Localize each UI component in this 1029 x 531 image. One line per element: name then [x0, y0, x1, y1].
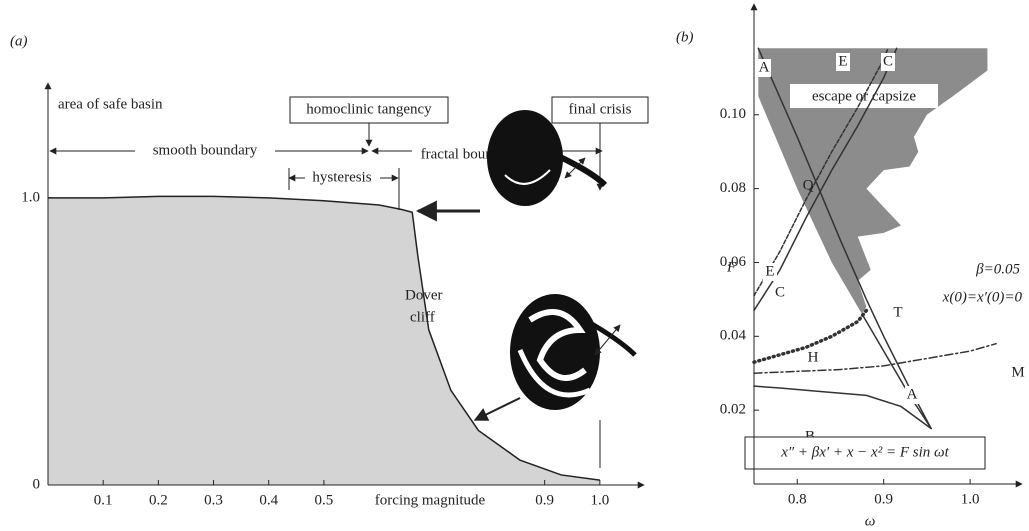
annotation: Dover	[405, 287, 443, 303]
y-tick-label: 1.0	[21, 189, 40, 205]
curve-label: B	[805, 428, 815, 444]
label-bg	[773, 284, 787, 302]
label-bg	[881, 53, 895, 71]
equation-box	[744, 436, 986, 470]
annotation: β=0.05	[975, 261, 1020, 277]
x-tick-label: 0.4	[259, 492, 278, 508]
label-bg	[763, 263, 777, 281]
annotation: cliff	[410, 309, 435, 325]
basin-picture-2	[510, 294, 637, 410]
arrow	[473, 397, 521, 421]
x-tick-label: 0.1	[94, 492, 113, 508]
label-box	[551, 96, 649, 124]
x-tick-label: 1.0	[590, 492, 609, 508]
panel-a: 0.1 0.2 0.3 0.4 0.5 0.9 1.0 0 1.0 (a) area of safe…	[10, 33, 649, 508]
curve-label: E	[765, 263, 774, 279]
annotation: smooth boundary	[153, 142, 258, 158]
y-tick-label: 0	[33, 476, 41, 492]
curve-label: H	[808, 349, 819, 365]
curve	[753, 47, 898, 312]
y-tick-label: 0.06	[720, 254, 747, 270]
x-tick-label: 0.9	[874, 491, 893, 507]
y-axis-label: F	[726, 259, 737, 275]
annotation: hysteresis	[312, 169, 371, 185]
y-tick-label: 0.08	[720, 180, 746, 196]
curve-label: A	[907, 386, 918, 402]
region	[758, 48, 988, 315]
annotation: homoclinic tangency	[306, 101, 432, 117]
label-bg	[757, 59, 771, 77]
x-tick-label: 0.3	[204, 492, 223, 508]
label-bg	[836, 53, 850, 71]
curve-label: C	[883, 53, 893, 69]
label-bg	[1011, 364, 1025, 382]
basin-picture-1	[487, 110, 608, 206]
x-axis-label: ω	[865, 513, 876, 529]
label-bg	[905, 386, 919, 404]
annotation: x(0)=x′(0)=0	[942, 289, 1023, 305]
panel-label: (b)	[676, 29, 694, 45]
x-tick-label: 0.2	[149, 492, 168, 508]
curve-label: M	[1011, 364, 1024, 380]
y-tick-label: 0.10	[720, 106, 746, 122]
area-line	[48, 195, 600, 481]
curve	[753, 385, 932, 430]
curve-label: A	[759, 59, 770, 75]
x-tick-label: 0.9	[535, 492, 554, 508]
label-box	[289, 96, 449, 124]
area-fill	[48, 196, 600, 485]
panel-label: (a)	[10, 33, 28, 49]
curve	[753, 342, 997, 374]
point-label: Q	[803, 177, 814, 193]
panel-b: escape or capsizeAABCCEEHMQTβ=0.05x(0)=x…	[676, 3, 1025, 529]
x-axis-label: forcing magnitude	[375, 492, 486, 508]
x-tick-label: 0.5	[315, 492, 334, 508]
curve	[752, 308, 869, 364]
y-axis-label: area of safe basin	[58, 96, 163, 112]
y-tick-label: 0.04	[720, 328, 747, 344]
label-bg	[806, 349, 820, 367]
curve-label: C	[775, 284, 785, 300]
equation: x″ + βx′ + x − x² = F sin ωt	[780, 444, 949, 460]
point-label: T	[893, 304, 902, 320]
curve-label: E	[838, 53, 847, 69]
x-tick-label: 0.8	[788, 491, 807, 507]
annotation: final crisis	[569, 101, 632, 117]
x-tick-label: 1.0	[961, 491, 980, 507]
y-tick-label: 0.02	[720, 402, 746, 418]
